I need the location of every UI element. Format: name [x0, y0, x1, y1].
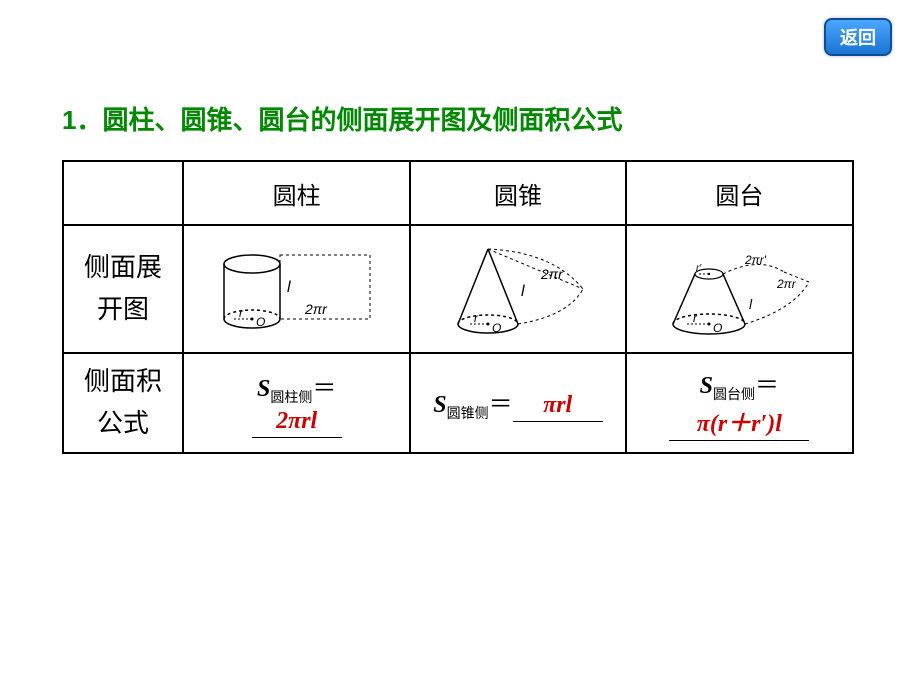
svg-text:l: l [521, 283, 525, 300]
svg-text:O: O [256, 315, 265, 329]
header-cone: 圆锥 [410, 161, 625, 225]
svg-text:r: r [474, 311, 479, 325]
diagram-cone: r O l 2πr [410, 225, 625, 353]
svg-text:r′: r′ [696, 263, 702, 274]
answer-cylinder: 2πrl [276, 408, 317, 434]
page-title: 1．圆柱、圆锥、圆台的侧面展开图及侧面积公式 [62, 100, 622, 137]
return-button[interactable]: 返回 [824, 18, 892, 56]
svg-text:O: O [492, 321, 501, 335]
header-empty [63, 161, 183, 225]
formula-table: 圆柱 圆锥 圆台 侧面展 开图 r O l 2πr [62, 160, 854, 454]
answer-frustum: π(r＋r′)l [697, 411, 782, 437]
formula-cylinder: S圆柱侧＝ 2πrl [183, 353, 410, 453]
formula-frustum: S圆台侧＝ π(r＋r′)l [626, 353, 853, 453]
svg-text:2πr: 2πr [540, 266, 564, 282]
row-label-formula: 侧面积 公式 [63, 353, 183, 453]
svg-text:l: l [287, 279, 291, 296]
svg-text:l: l [749, 296, 753, 312]
svg-text:O: O [713, 321, 722, 335]
svg-text:2πr: 2πr [304, 301, 328, 317]
header-frustum: 圆台 [626, 161, 853, 225]
svg-text:r: r [693, 311, 698, 325]
formula-cone: S圆锥侧＝πrl [410, 353, 625, 453]
svg-text:2πr: 2πr [776, 277, 797, 291]
svg-text:2πr′: 2πr′ [744, 253, 767, 267]
svg-text:r: r [239, 306, 244, 320]
header-cylinder: 圆柱 [183, 161, 410, 225]
diagram-cylinder: r O l 2πr [183, 225, 410, 353]
answer-cone: πrl [543, 392, 572, 418]
row-label-unfold: 侧面展 开图 [63, 225, 183, 353]
diagram-frustum: r O r′ l 2πr′ 2πr [626, 225, 853, 353]
